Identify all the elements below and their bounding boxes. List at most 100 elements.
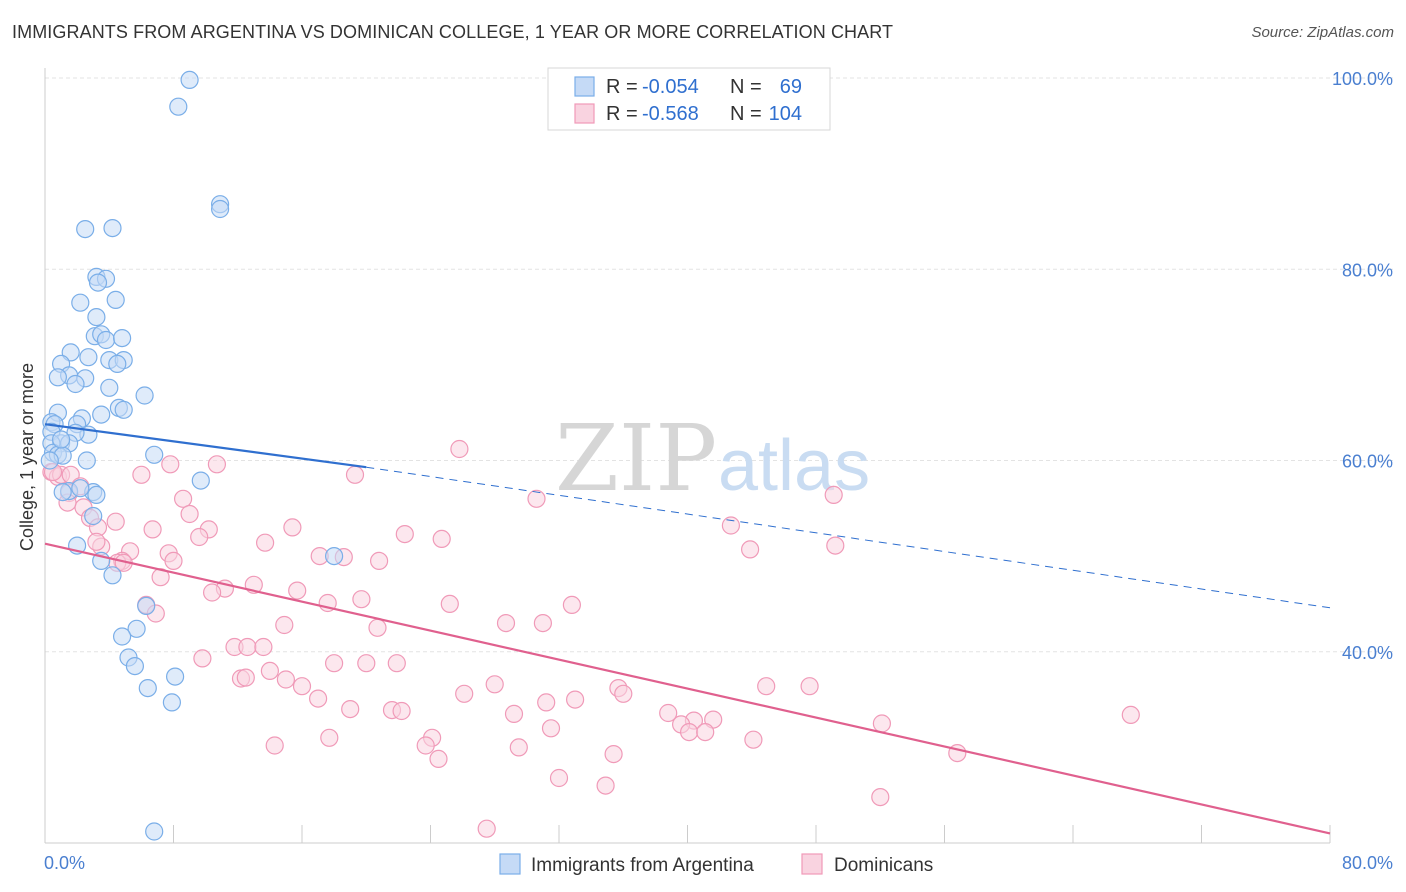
legend-bottom: Immigrants from Argentina Dominicans <box>499 853 933 876</box>
x-tick-max: 80.0% <box>1342 853 1393 873</box>
dominicans-point <box>357 654 376 673</box>
legend-r-label-1: R = <box>606 76 638 98</box>
dominicans-point <box>260 661 279 681</box>
dominicans-point <box>292 677 312 696</box>
dominicans-point <box>309 689 328 708</box>
legend-n-value-1: 69 <box>780 76 802 98</box>
dominicans-point <box>496 613 516 633</box>
dominicans-point <box>132 465 151 484</box>
dominicans-point <box>549 768 569 788</box>
argentina-point <box>71 479 90 498</box>
dominicans-point <box>288 581 307 600</box>
dominicans-point <box>236 668 255 687</box>
dominicans-point <box>193 649 212 668</box>
trend-line-argentina <box>44 423 367 469</box>
watermark-atlas: atlas <box>718 426 870 506</box>
watermark-zip: ZIP <box>555 405 717 512</box>
argentina-point <box>162 693 181 712</box>
dominicans-point <box>527 489 546 508</box>
legend-bottom-label-blue: Immigrants from Argentina <box>531 855 754 876</box>
chart-title: IMMIGRANTS FROM ARGENTINA VS DOMINICAN C… <box>12 22 894 42</box>
argentina-point <box>125 656 144 676</box>
argentina-point <box>112 329 132 348</box>
legend-n-label-1: N = <box>730 76 762 98</box>
argentina-point <box>87 308 106 327</box>
dominicans-point <box>106 512 125 531</box>
argentina-point <box>48 368 68 387</box>
y-tick-label-80: 80.0% <box>1342 260 1393 280</box>
gridlines <box>45 77 1393 653</box>
dominicans-point <box>800 677 819 696</box>
dominicans-point <box>604 744 623 764</box>
argentina-point <box>137 596 156 616</box>
dominicans-point <box>207 455 226 474</box>
dominicans-point <box>509 738 528 757</box>
y-tick-labels: 40.0% 60.0% 80.0% 100.0% <box>1332 69 1393 663</box>
argentina-point <box>103 219 122 238</box>
dominicans-point <box>180 504 199 524</box>
dominicans-point <box>387 654 406 673</box>
legend-top: R = -0.054 N = 69 R = -0.568 N = 104 <box>547 67 831 131</box>
argentina-point <box>53 483 72 502</box>
dominicans-point <box>352 590 371 609</box>
argentina-point <box>112 627 132 646</box>
legend-r-label-2: R = <box>606 103 638 125</box>
argentina-point <box>138 678 157 698</box>
argentina-point <box>103 566 122 585</box>
argentina-point <box>96 330 116 350</box>
legend-bottom-swatch-blue <box>499 853 521 875</box>
dominicans-point <box>659 703 678 723</box>
legend-n-label-2: N = <box>730 103 762 125</box>
dominicans-point <box>485 675 504 694</box>
dominicans-point <box>533 613 553 633</box>
y-tick-label-60: 60.0% <box>1342 452 1393 472</box>
argentina-point <box>76 220 95 239</box>
dominicans-point <box>1121 705 1140 725</box>
argentina-point <box>135 386 154 405</box>
dominicans-point <box>276 670 295 689</box>
dominicans-point <box>504 704 524 724</box>
argentina-point <box>84 506 103 526</box>
argentina-point <box>51 430 71 449</box>
trend-line-dominicans <box>44 542 1331 835</box>
watermark: ZIP atlas <box>555 405 870 512</box>
dominicans-point <box>143 520 162 539</box>
legend-n-value-2: 104 <box>769 103 802 125</box>
dominicans-point <box>757 677 776 696</box>
argentina-point <box>71 293 90 312</box>
dominicans-point <box>368 618 387 637</box>
legend-r-value-2: -0.568 <box>642 103 699 125</box>
dominicans-point <box>596 776 615 795</box>
dominicans-point <box>87 532 106 551</box>
legend-bottom-swatch-pink <box>801 853 823 875</box>
argentina-point <box>77 451 96 470</box>
dominicans-point <box>477 819 496 838</box>
argentina-point <box>145 445 164 464</box>
dominicans-point <box>395 524 414 544</box>
argentina-point <box>169 97 188 116</box>
argentina-point <box>66 374 85 394</box>
argentina-point <box>180 70 199 90</box>
dominicans-point <box>450 439 469 459</box>
dominicans-point <box>537 693 556 712</box>
dominicans-point <box>541 719 561 738</box>
dominicans-point <box>416 736 435 755</box>
dominicans-point <box>455 684 474 703</box>
dominicans-point <box>254 637 273 657</box>
dominicans-point <box>161 455 180 474</box>
argentina-point <box>127 619 146 638</box>
dominicans-point <box>345 465 365 484</box>
legend-r-value-1: -0.054 <box>642 76 699 98</box>
dominicans-point <box>203 583 222 602</box>
dominicans-point <box>432 529 451 549</box>
argentina-point <box>92 405 111 424</box>
dominicans-point <box>429 749 448 769</box>
dominicans-point <box>190 527 209 547</box>
argentina-point <box>87 485 106 504</box>
dominicans-point <box>614 684 633 703</box>
argentina-point <box>211 199 230 219</box>
dominicans-point <box>721 516 741 535</box>
source-credit: Source: ZipAtlas.com <box>1251 24 1394 41</box>
dominicans-point <box>871 787 890 807</box>
dominicans-point <box>562 595 582 615</box>
